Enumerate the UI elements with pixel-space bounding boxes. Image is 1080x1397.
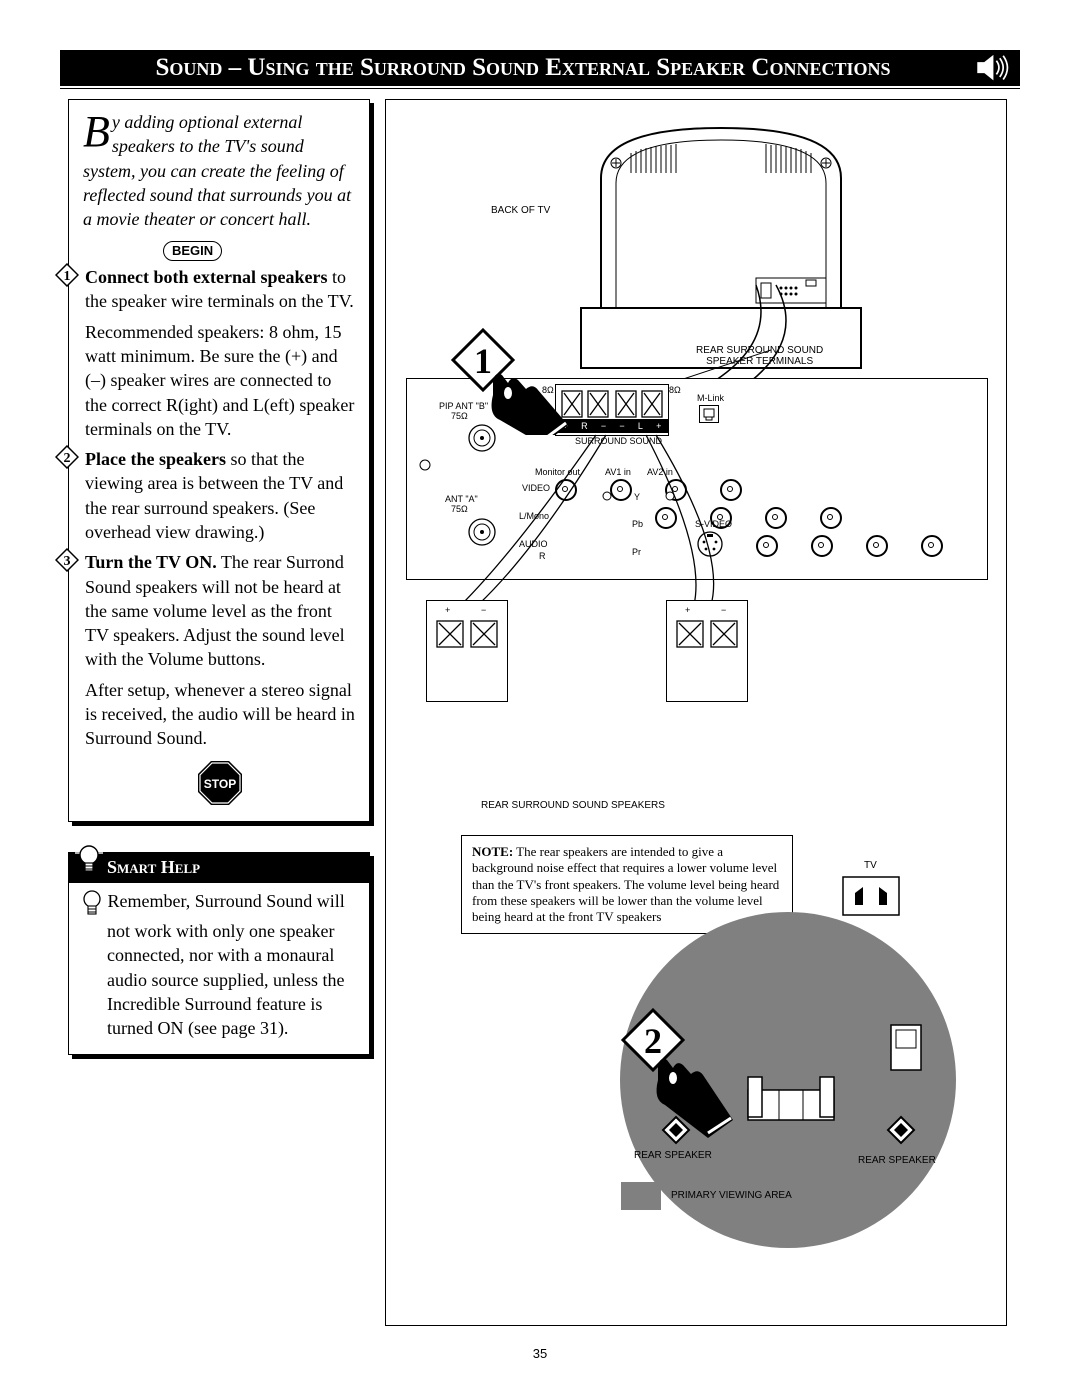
page: Sound – Using the Surround Sound Externa… — [0, 0, 1080, 1391]
primary-viewing-swatch — [621, 1182, 661, 1210]
left-spk-minus: − — [481, 605, 486, 615]
tv-top-label: TV — [864, 860, 877, 871]
connection-diagram: BACK OF TV — [385, 99, 1007, 1326]
svg-text:3: 3 — [64, 554, 71, 569]
step-1-marker-icon: 1 — [55, 263, 79, 287]
smart-help-text: Remember, Surround Sound will not work w… — [107, 891, 345, 1038]
diagram-column: BACK OF TV — [385, 99, 1020, 1326]
mlink-port — [699, 405, 719, 423]
step-3: 3 Turn the TV ON. The rear Surrond Sound… — [83, 550, 357, 750]
svg-text:1: 1 — [474, 341, 492, 381]
mlink-label: M-Link — [697, 393, 724, 403]
rear-speakers-caption: REAR SURROUND SOUND SPEAKERS — [481, 800, 665, 811]
right-spk-minus: − — [721, 605, 726, 615]
stop-icon: STOP — [196, 759, 244, 807]
page-number: 35 — [60, 1346, 1020, 1361]
smart-help-box: Smart Help Remember, Surround Sound will… — [68, 852, 370, 1056]
left-spk-terminals-icon — [435, 619, 499, 649]
speaker-sound-icon — [976, 54, 1010, 82]
svg-text:2: 2 — [644, 1021, 662, 1061]
svg-text:2: 2 — [64, 451, 71, 466]
content-columns: B y adding optional external speakers to… — [60, 99, 1020, 1326]
intro-text: y adding optional external speakers to t… — [83, 112, 351, 229]
step-3-lead: Turn the TV ON. — [85, 552, 217, 572]
note-lead: NOTE: — [472, 844, 513, 859]
primary-viewing-label: PRIMARY VIEWING AREA — [671, 1190, 792, 1201]
svg-text:STOP: STOP — [204, 777, 236, 791]
lightbulb-small-icon — [81, 889, 103, 919]
back-of-tv-label: BACK OF TV — [491, 205, 550, 216]
smart-help-body: Remember, Surround Sound will not work w… — [107, 889, 357, 1040]
instructions-box: B y adding optional external speakers to… — [68, 99, 370, 822]
right-spk-plus: + — [685, 605, 690, 615]
8ohm-right: 8Ω — [669, 385, 681, 395]
right-rear-speaker: + − — [666, 600, 748, 702]
rear-speaker-right-icon — [886, 1115, 916, 1145]
rear-terminals-label: REAR SURROUND SOUND SPEAKER TERMINALS — [696, 345, 823, 367]
marker-1-icon: 1 — [448, 325, 578, 435]
step-1-lead: Connect both external speakers — [85, 267, 327, 287]
rear-speaker-left-label: REAR SPEAKER — [634, 1150, 712, 1161]
step-3-para2: After setup, whenever a stereo signal is… — [85, 678, 357, 751]
step-1: 1 Connect both external speakers to the … — [83, 265, 357, 441]
instructions-column: B y adding optional external speakers to… — [60, 99, 370, 1055]
left-rear-speaker: + − — [426, 600, 508, 702]
step-3-marker-icon: 3 — [55, 548, 79, 572]
rear-terminals-label-2: SPEAKER TERMINALS — [706, 356, 813, 367]
right-spk-terminals-icon — [675, 619, 739, 649]
step-2: 2 Place the speakers so that the viewing… — [83, 447, 357, 544]
rear-speaker-left-icon — [661, 1115, 691, 1145]
couch-icon — [746, 1075, 836, 1125]
rear-speaker-right-label: REAR SPEAKER — [858, 1155, 936, 1166]
rear-terminals-label-1: REAR SURROUND SOUND — [696, 345, 823, 356]
begin-badge: BEGIN — [163, 241, 222, 261]
smart-help-title: Smart Help — [107, 857, 200, 877]
step-1-para2: Recommended speakers: 8 ohm, 15 watt min… — [85, 320, 357, 441]
section-title: Sound – Using the Surround Sound Externa… — [70, 54, 976, 82]
svg-text:1: 1 — [64, 269, 71, 284]
left-spk-plus: + — [445, 605, 450, 615]
dropcap: B — [83, 114, 110, 149]
section-title-bar: Sound – Using the Surround Sound Externa… — [60, 50, 1020, 86]
chair-icon — [886, 1020, 926, 1075]
step-2-lead: Place the speakers — [85, 449, 226, 469]
smart-help-header: Smart Help — [69, 853, 369, 883]
lightbulb-icon — [75, 839, 103, 875]
divider — [60, 88, 1020, 89]
step-2-marker-icon: 2 — [55, 445, 79, 469]
